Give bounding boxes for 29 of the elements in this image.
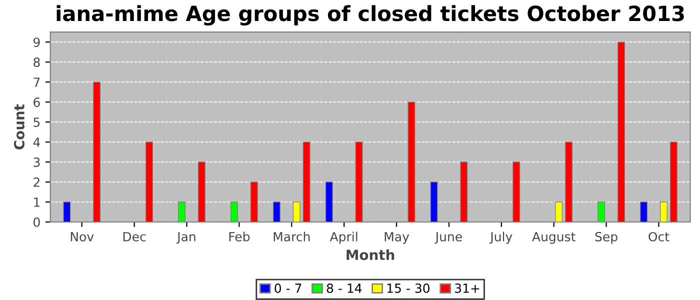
legend-label: 15 - 30 [387, 283, 430, 293]
x-tick-label: August [532, 232, 576, 244]
y-tick-label: 2 [34, 177, 40, 187]
x-tick-label: March [274, 232, 310, 242]
y-tick-label: 4 [33, 138, 40, 147]
legend-label: 8 - 14 [326, 283, 362, 293]
y-axis-title: Count [14, 104, 24, 150]
x-tick-label: Sep [595, 232, 618, 244]
legend-label: 0 - 7 [274, 283, 302, 293]
x-tick-label: May [384, 232, 410, 244]
x-tick-label: Oct [648, 232, 670, 242]
y-tick-label: 1 [34, 198, 40, 207]
y-tick-label: 3 [34, 158, 40, 167]
y-tick-label: 8 [34, 58, 40, 68]
y-tick-label: 5 [34, 118, 40, 127]
y-tick-label: 0 [34, 217, 40, 227]
y-tick-label: 9 [34, 38, 40, 48]
y-tick-label: 6 [34, 98, 40, 107]
y-tick-label: 7 [34, 78, 40, 87]
x-tick-label: July [490, 232, 512, 244]
chart-title: iana-mime Age groups of closed tickets October 2013 [56, 5, 684, 26]
x-tick-label: Jan [176, 232, 196, 244]
x-axis-title: Month [346, 249, 394, 260]
x-tick-label: June [434, 232, 462, 244]
x-tick-label: Nov [70, 232, 94, 242]
x-tick-label: April [330, 232, 358, 244]
legend-label: 31+ [455, 283, 480, 293]
x-tick-label: Dec [123, 232, 146, 242]
x-tick-label: Feb [229, 232, 250, 242]
